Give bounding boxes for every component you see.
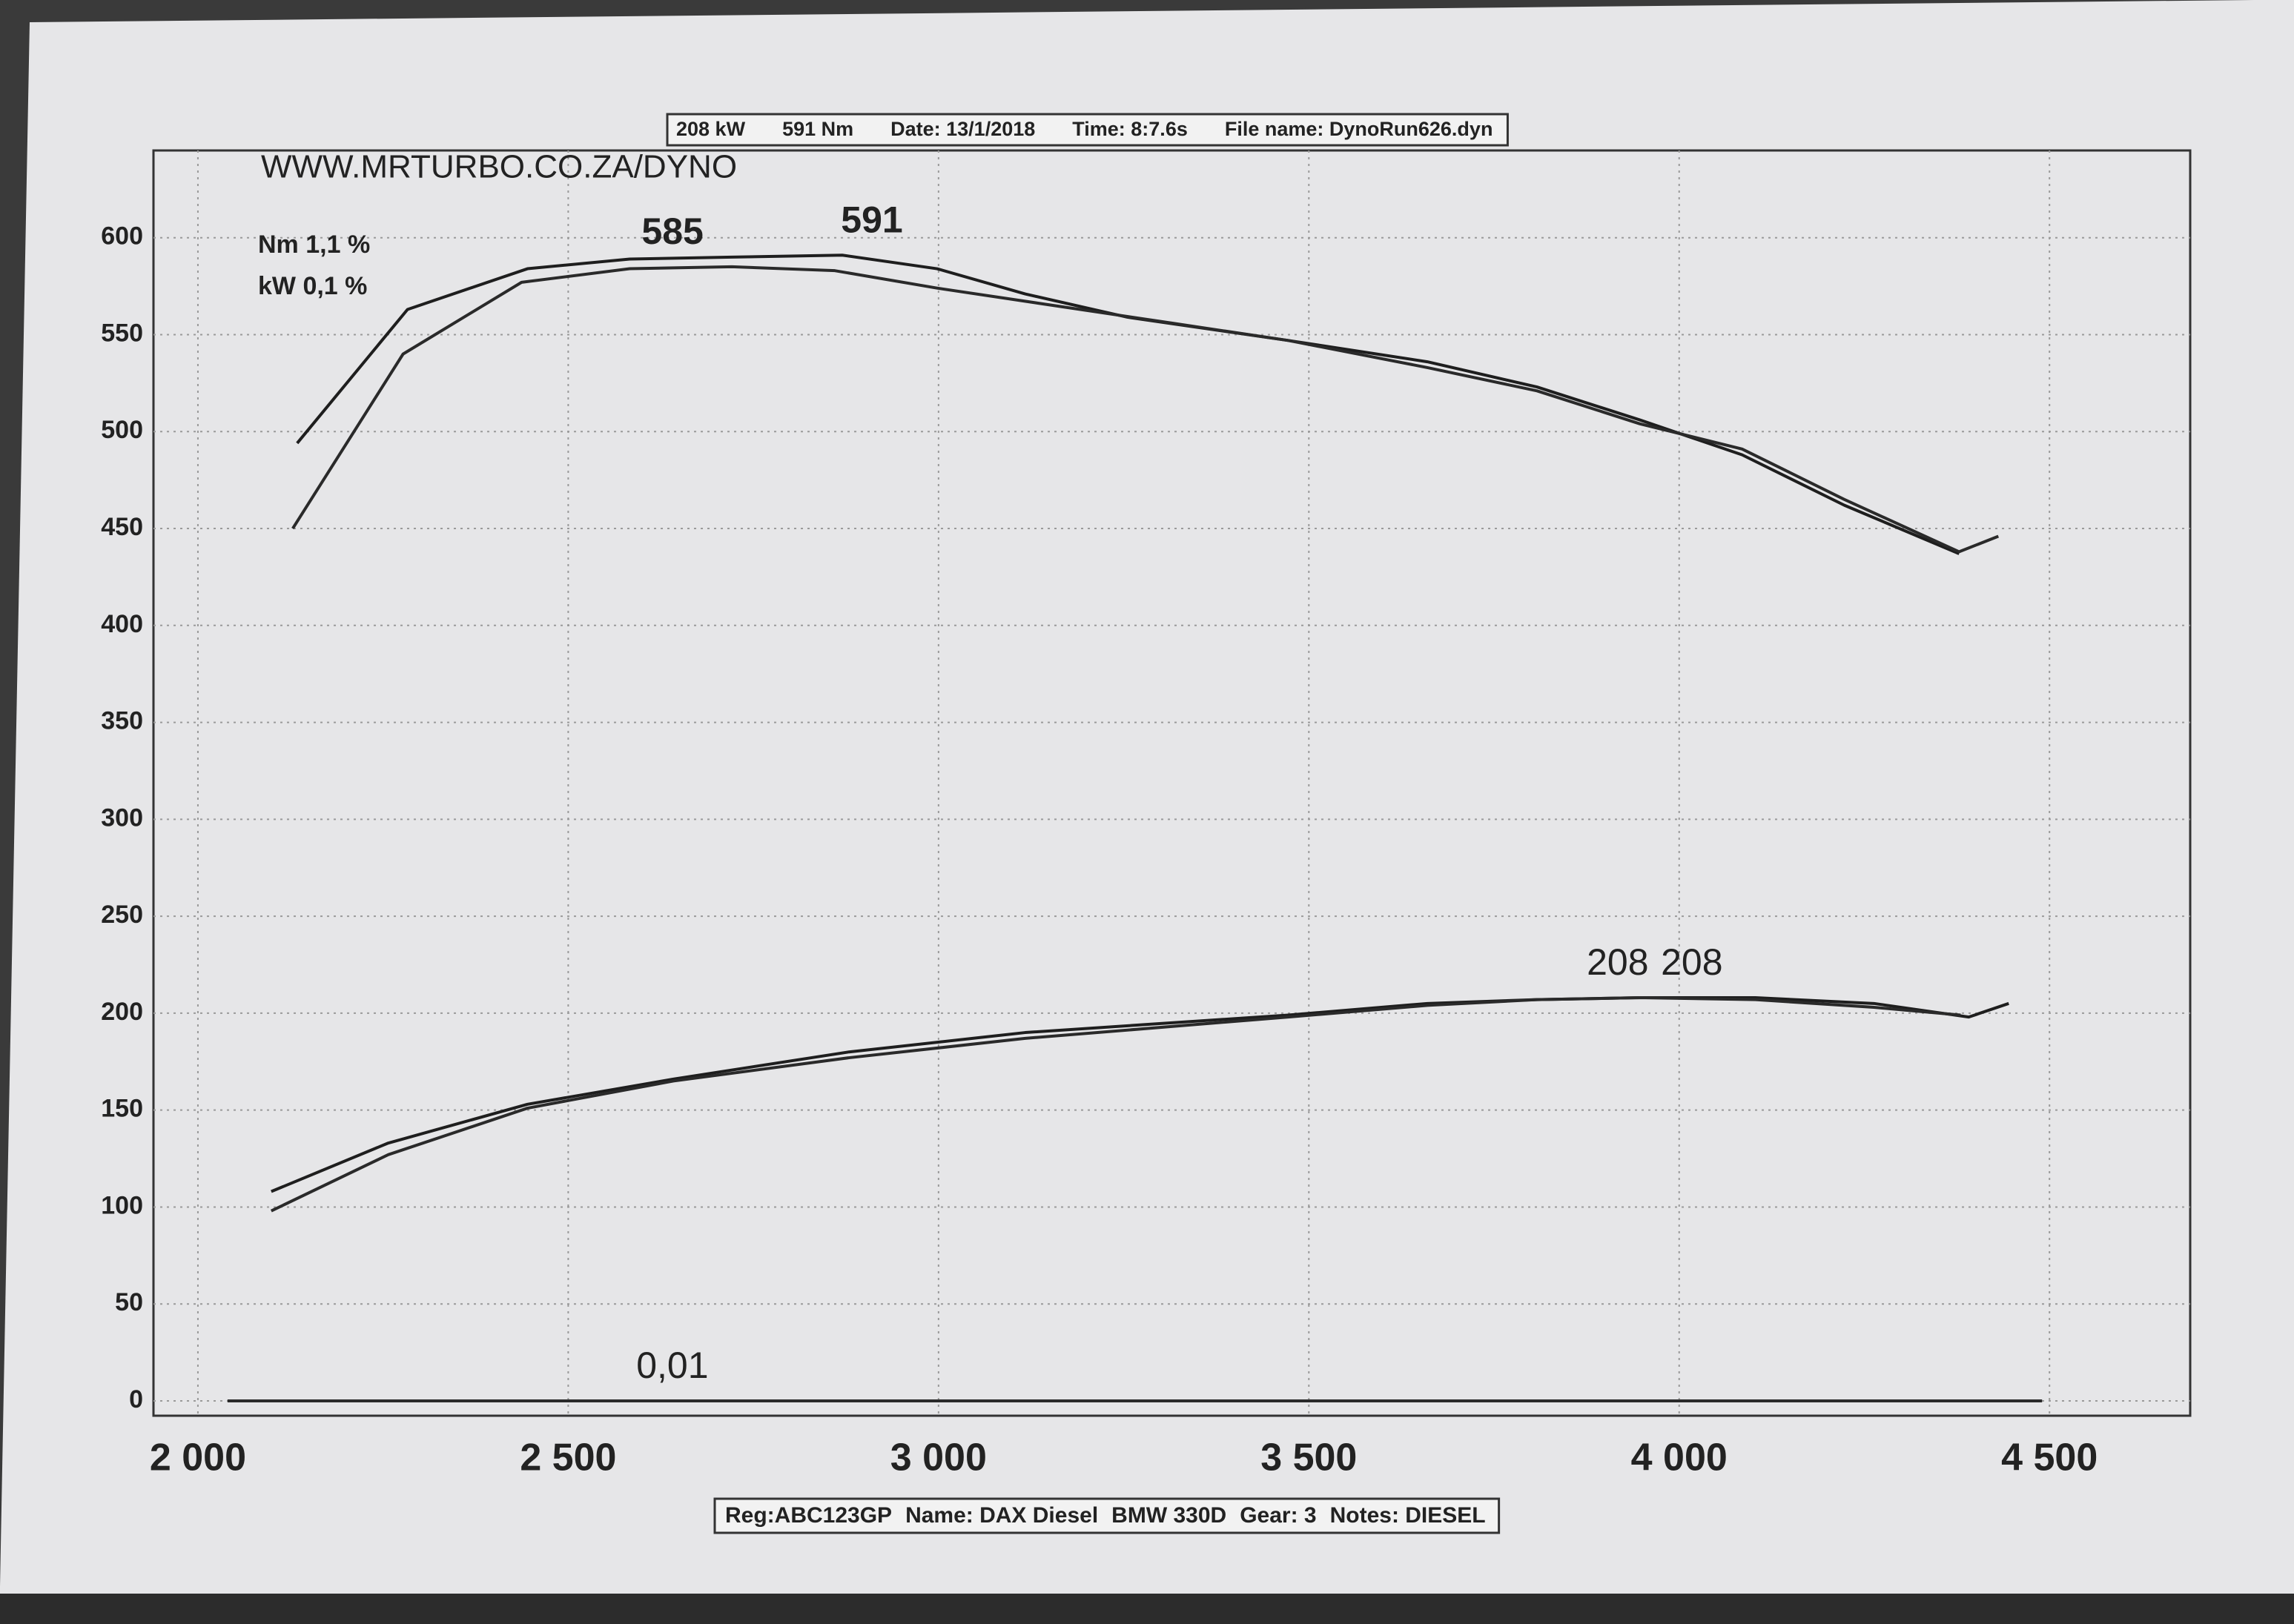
footer-field: Name: DAX Diesel xyxy=(905,1503,1098,1528)
y-tick-label: 600 xyxy=(101,222,143,251)
x-tick-label: 2 500 xyxy=(520,1436,616,1479)
x-tick-label: 2 000 xyxy=(150,1436,246,1479)
y-tick-label: 350 xyxy=(101,707,143,735)
watermark: WWW.MRTURBO.CO.ZA/DYNO xyxy=(261,149,737,185)
peak-label: 585 xyxy=(641,211,703,252)
y-tick-label: 100 xyxy=(101,1191,143,1219)
footer-field: Notes: DIESEL xyxy=(1330,1503,1486,1528)
y-tick-label: 500 xyxy=(101,416,143,444)
x-tick-label: 3 000 xyxy=(890,1436,987,1479)
legend-note: Nm 1,1 % xyxy=(258,231,370,259)
peak-label: 208 xyxy=(1587,941,1648,983)
footer-field: Reg:ABC123GP xyxy=(725,1503,892,1528)
peak-label: 591 xyxy=(841,199,902,240)
curve xyxy=(270,995,1961,1213)
header-field: Time: 8:7.6s xyxy=(1072,118,1188,140)
x-tick-label: 4 000 xyxy=(1631,1436,1728,1479)
footer-field: Gear: 3 xyxy=(1240,1503,1316,1528)
header-box xyxy=(666,113,1509,147)
y-tick-label: 0 xyxy=(129,1385,143,1413)
header-field: 208 kW xyxy=(676,118,746,140)
plot-frame xyxy=(152,149,2192,1417)
y-tick-label: 550 xyxy=(101,319,143,347)
peak-label: 208 xyxy=(1661,941,1722,983)
x-tick-label: 4 500 xyxy=(2001,1436,2098,1479)
footer-box xyxy=(713,1497,1501,1534)
footer-field: BMW 330D xyxy=(1111,1503,1226,1528)
header-field: 591 Nm xyxy=(782,118,853,140)
y-tick-label: 200 xyxy=(101,998,143,1026)
curve xyxy=(271,995,2009,1193)
y-tick-label: 300 xyxy=(101,803,143,832)
y-tick-label: 50 xyxy=(115,1288,143,1316)
curve xyxy=(291,265,2000,554)
table-edge xyxy=(0,1594,2294,1624)
y-tick-label: 450 xyxy=(101,513,143,541)
header-field: File name: DynoRun626.dyn xyxy=(1225,118,1493,140)
header-field: Date: 13/1/2018 xyxy=(890,118,1035,140)
peak-label: 0,01 xyxy=(636,1345,708,1386)
y-tick-label: 150 xyxy=(101,1095,143,1123)
legend-note: kW 0,1 % xyxy=(258,272,367,300)
x-tick-label: 3 500 xyxy=(1260,1436,1357,1479)
y-tick-label: 250 xyxy=(101,901,143,929)
y-tick-label: 400 xyxy=(101,610,143,638)
